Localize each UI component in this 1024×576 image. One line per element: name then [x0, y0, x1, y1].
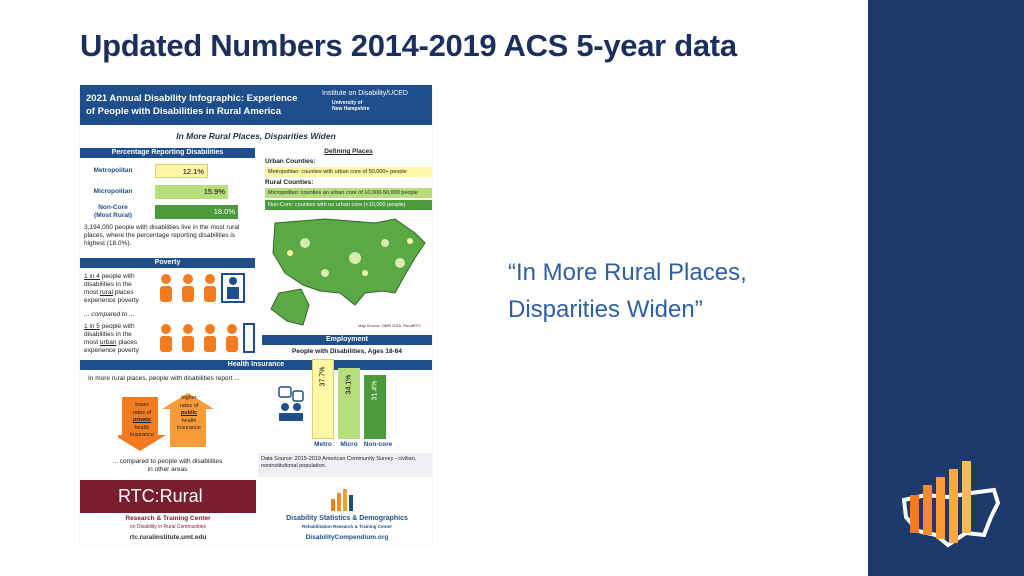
row-label: Metropolitan — [93, 167, 133, 174]
logo — [901, 461, 1001, 548]
text: people with disabilities in the most — [84, 273, 135, 297]
arrows — [118, 393, 214, 451]
row-label: Non-Core (Most Rural) — [80, 204, 146, 220]
logo-bar — [962, 461, 971, 533]
line: lower — [135, 402, 149, 408]
text: places experience poverty — [84, 339, 139, 355]
emp-label: Metro — [314, 441, 332, 448]
poverty-rural: 1 in 4 people with disabilities in the m… — [84, 273, 146, 306]
row-label-line: (Most Rural) — [94, 212, 132, 220]
health-intro: In more rural places, people with disabi… — [88, 375, 240, 382]
quote: “In More Rural Places, Disparities Widen… — [508, 254, 747, 328]
logo-bar — [910, 495, 919, 533]
quote-line: “In More Rural Places, — [508, 259, 747, 286]
rtc-url: rtc.ruralinstitute.umt.edu — [129, 534, 207, 541]
emp-bar — [312, 359, 334, 439]
pct-bar: 12.1% — [155, 164, 208, 178]
row-label-line: Non-Core — [98, 204, 128, 211]
higher-text: higher rates of public health insurance — [171, 395, 207, 433]
rtc-logo: RTC:Rural — [80, 480, 256, 513]
info-title-line: 2021 Annual Disability Infographic: Expe… — [86, 93, 298, 104]
poverty-compared: ... compared to ... — [84, 311, 135, 318]
rtc-line: Research & Training Center — [125, 515, 211, 522]
line: health — [181, 417, 197, 424]
health-outro: ... compared to people with disabilities… — [80, 458, 255, 474]
lower-text: lower rates of private health insurance — [124, 402, 160, 440]
employment-sub: People with Disabilities, Ages 18-64 — [292, 348, 402, 355]
metro-def: Metropolitan: counties with urban core o… — [265, 167, 432, 177]
line: ... compared to people with disabilities — [112, 458, 223, 465]
org: Institute on Disability/UCED — [322, 90, 408, 97]
dsd-title: Disability Statistics & Demographics — [286, 515, 408, 522]
emp-bar — [364, 375, 386, 439]
micro-def: Micropolitan: counties an urban core of … — [265, 188, 432, 198]
emp-value: 31.4% — [371, 380, 379, 401]
dsd-url: DisabilityCompendium.org — [305, 534, 389, 541]
poverty-urban: 1 in 5 people with disabilities in the m… — [84, 323, 146, 356]
line: rates of — [132, 409, 152, 416]
pct-bar: 15.9% — [155, 185, 228, 199]
slide-title: Updated Numbers 2014-2019 ACS 5-year dat… — [80, 28, 737, 63]
row-label: Micropolitan — [93, 188, 133, 195]
rtc-line: on Disability in Rural Communities — [129, 524, 207, 530]
line: public — [180, 410, 198, 416]
line: insurance — [177, 425, 201, 431]
info-header — [80, 85, 432, 125]
info-subtitle: In More Rural Places, Disparities Widen — [176, 131, 336, 141]
info-title-line: of People with Disabilities in Rural Ame… — [86, 106, 281, 117]
worker-icon — [278, 386, 304, 421]
emp-value: 37.7% — [319, 366, 327, 387]
university-line: University of — [332, 100, 363, 106]
text: places experience poverty — [84, 289, 139, 305]
line: in other areas — [147, 466, 188, 474]
pct-bar: 18.0% — [155, 205, 238, 219]
logo-bar — [949, 469, 958, 543]
data-source: Data Source: 2015-2019 American Communit… — [258, 453, 432, 477]
logo-bar — [936, 477, 945, 539]
section-heading: Employment — [262, 335, 432, 345]
quote-line: Disparities Widen” — [508, 296, 703, 323]
logo-bar — [923, 485, 932, 535]
emp-label: Micro — [340, 441, 358, 448]
us-map — [270, 218, 426, 326]
emp-bar — [338, 368, 360, 439]
infographic: 2021 Annual Disability Infographic: Expe… — [80, 85, 432, 545]
university-line: New Hampshire — [332, 106, 370, 112]
info-title: 2021 Annual Disability Infographic: Expe… — [86, 92, 297, 118]
pct-note: 3,194,000 people with disabilities live … — [84, 224, 240, 248]
rural-heading: Rural Counties: — [265, 179, 314, 186]
line: rates of — [179, 402, 199, 409]
line: insurance — [130, 432, 154, 438]
defining-heading: Defining Places — [324, 148, 373, 155]
emph: 1 in 5 — [84, 323, 100, 330]
text: people with disabilities in the most — [84, 323, 135, 347]
emph: 1 in 4 — [84, 273, 100, 280]
map-source: Map Source: OMB 2015, RuralRTC — [358, 323, 421, 328]
noncore-def: Non-Core: counties with no urban core (<… — [265, 200, 432, 210]
line: private — [132, 417, 152, 423]
line: health — [134, 424, 150, 431]
dsd-sub: Rehabilitation Research & Training Cente… — [301, 524, 393, 529]
university: University of New Hampshire — [332, 100, 370, 112]
section-heading: Health Insurance — [80, 360, 432, 370]
emph: urban — [99, 339, 117, 347]
urban-heading: Urban Counties: — [265, 158, 316, 165]
dsd-logo — [331, 489, 353, 511]
emph: rural — [99, 289, 113, 297]
section-heading: Percentage Reporting Disabilities — [80, 148, 255, 158]
line: higher — [181, 395, 197, 401]
people-icons — [160, 273, 255, 353]
emp-label: Non-core — [363, 441, 393, 448]
side-band — [868, 0, 1024, 576]
section-heading: Poverty — [80, 258, 255, 268]
emp-value: 34.1% — [345, 374, 353, 395]
